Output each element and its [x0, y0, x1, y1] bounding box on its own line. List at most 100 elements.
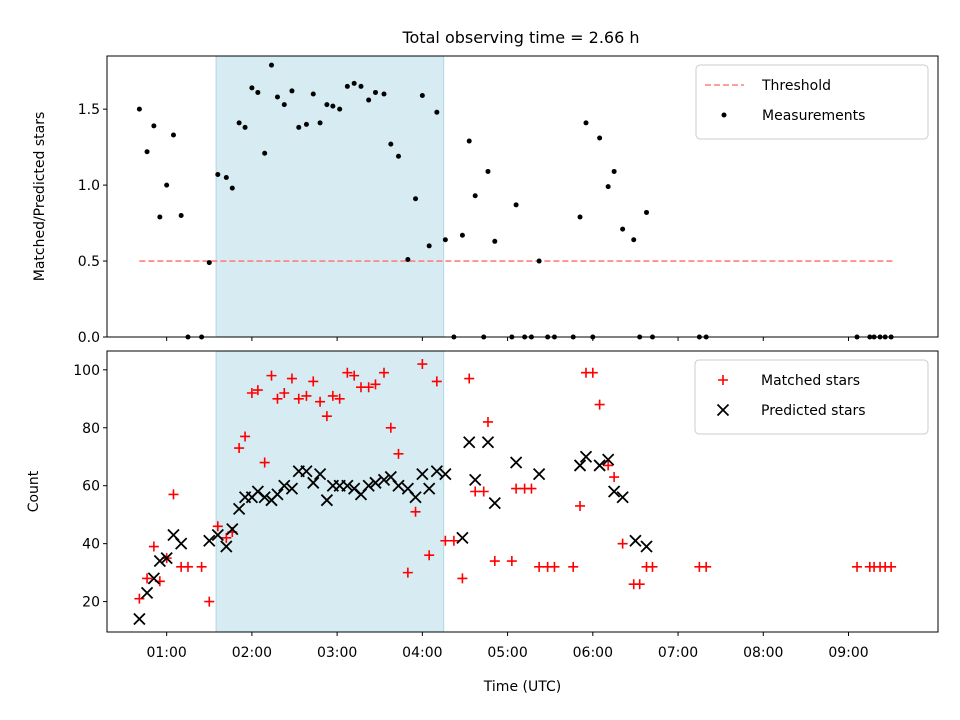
x-tick-label: 03:00 [317, 645, 357, 661]
matched-point [196, 561, 207, 572]
measurement-point [620, 226, 626, 232]
predicted-point [369, 476, 382, 489]
matched-point [234, 443, 245, 454]
y-tick-label: 0.5 [78, 254, 100, 270]
matched-point [852, 561, 863, 572]
predicted-point [271, 488, 284, 501]
measurement-point [631, 237, 637, 243]
predicted-point [203, 534, 216, 547]
measurement-point [472, 193, 478, 199]
matched-point [342, 367, 353, 378]
measurement-point [223, 175, 229, 181]
measurement-point [513, 202, 519, 208]
matched-point [603, 460, 614, 471]
measurement-point [136, 106, 142, 112]
predicted-point [629, 534, 642, 547]
y-tick-label: 40 [82, 537, 100, 553]
matched-point [246, 388, 257, 399]
x-axis-label: Time (UTC) [483, 679, 561, 695]
matched-point [506, 556, 517, 567]
predicted-point [456, 531, 469, 544]
matched-point [568, 561, 579, 572]
matched-point [701, 561, 712, 572]
matched-point [327, 390, 338, 401]
matched-point [511, 483, 522, 494]
matched-point [634, 579, 645, 590]
matched-point [594, 399, 605, 410]
top-panel: 0.0 0.5 1.0 1.5 Matched/Predicted stars Thres… [32, 55, 939, 346]
matched-point [182, 561, 193, 572]
measurement-point [310, 91, 316, 97]
predicted-point [469, 473, 482, 487]
predicted-point [362, 479, 375, 492]
predicted-point [160, 551, 173, 565]
measurement-point [442, 237, 448, 243]
predicted-point [258, 491, 271, 504]
predicted-point [147, 572, 161, 585]
predicted-point [416, 467, 429, 481]
measurement-point [317, 120, 323, 126]
matched-point [417, 359, 428, 370]
measurement-point [268, 62, 274, 68]
measurement-point [206, 260, 212, 266]
predicted-point [488, 496, 501, 510]
x-tick-label: 04:00 [402, 645, 442, 661]
predicted-point [579, 450, 593, 463]
matched-point [526, 483, 537, 494]
legend-box [694, 359, 929, 435]
matched-point [402, 567, 413, 578]
measurement-point [434, 109, 440, 115]
matched-point [252, 385, 263, 396]
matched-point [321, 411, 332, 422]
measurement-point [170, 132, 176, 138]
measurement-point [242, 124, 248, 130]
measurement-point [577, 214, 583, 220]
matched-point [647, 561, 658, 572]
matched-point [886, 561, 897, 572]
matched-point [489, 556, 500, 567]
predicted-point [607, 485, 621, 498]
x-tick-label: 05:00 [487, 645, 527, 661]
y-tick-label: 80 [82, 421, 100, 437]
predicted-point [140, 586, 154, 600]
predicted-point [278, 479, 291, 492]
matched-point [478, 486, 489, 497]
predicted-point [133, 612, 146, 626]
matched-point [410, 506, 421, 517]
measurement-point [381, 91, 387, 97]
measurement-point [164, 182, 170, 188]
predicted-point [285, 482, 299, 495]
x-tick-label: 01:00 [146, 645, 186, 661]
y-tick-label: 20 [82, 595, 100, 611]
measurement-point [236, 120, 242, 126]
measurement-point [281, 102, 287, 108]
measurement-point [405, 257, 411, 263]
matched-point [379, 367, 389, 378]
matched-point [315, 396, 326, 407]
axes-frame [106, 350, 939, 633]
matched-point [286, 373, 297, 384]
y-axis-label: Count [26, 470, 42, 512]
y-tick-label: 1.5 [78, 102, 100, 118]
predicted-point [392, 479, 405, 492]
measurement-point [536, 258, 542, 264]
chart-title: Total observing time = 2.66 h [401, 28, 639, 47]
predicted-point [226, 523, 239, 536]
predicted-point [430, 465, 443, 478]
matched-point [363, 382, 374, 393]
matched-point [457, 573, 468, 584]
measurement-point [262, 150, 268, 156]
measurement-point [611, 168, 617, 174]
predicted-point [640, 540, 653, 553]
legend-predicted-swatch [716, 403, 730, 417]
measurement-point [395, 153, 401, 159]
predicted-point [532, 467, 546, 481]
predicted-point [593, 459, 606, 472]
measurement-point [289, 88, 295, 94]
legend-label: Measurements [762, 108, 865, 124]
measurement-point [388, 141, 394, 147]
x-tick-label: 07:00 [658, 645, 698, 661]
matched-point [134, 593, 145, 604]
predicted-point [616, 491, 629, 504]
matched-point [424, 550, 435, 561]
